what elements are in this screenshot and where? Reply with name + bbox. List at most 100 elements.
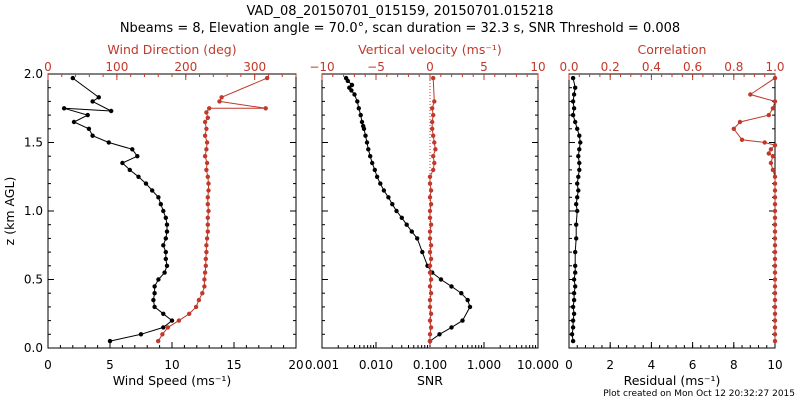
black-data-point — [569, 332, 575, 337]
black-data-point — [90, 99, 95, 104]
red-data-point — [165, 325, 171, 330]
top-x-axis-label: Wind Direction (deg) — [107, 42, 236, 57]
red-data-point — [204, 147, 209, 152]
red-data-point — [427, 215, 433, 220]
black-data-point — [372, 167, 377, 173]
red-data-point — [427, 284, 433, 289]
red-data-point — [428, 202, 434, 207]
black-data-point — [355, 99, 360, 104]
black-data-point — [349, 82, 355, 88]
red-data-point — [196, 297, 202, 303]
black-data-point — [359, 119, 365, 125]
top-x-tick-label: 0 — [426, 60, 434, 74]
red-data-point — [176, 318, 182, 323]
red-data-point — [205, 195, 210, 200]
red-data-point — [772, 99, 778, 104]
black-data-point — [374, 174, 380, 179]
red-data-point — [428, 256, 434, 262]
red-data-point — [772, 311, 778, 316]
black-data-point — [576, 174, 581, 179]
black-data-point — [578, 140, 583, 145]
black-data-point — [352, 92, 357, 97]
y-tick-label: 0.0 — [24, 341, 43, 355]
y-tick-label: 2.0 — [24, 67, 43, 81]
black-data-point — [575, 208, 580, 214]
red-data-point — [160, 332, 165, 337]
red-data-point — [428, 222, 434, 227]
black-data-point — [150, 188, 155, 193]
red-data-point — [768, 147, 774, 152]
y-tick-label: 1.0 — [24, 204, 43, 218]
top-x-tick-label: 0.4 — [642, 60, 661, 74]
black-data-point — [71, 119, 77, 125]
top-x-axis-label: Correlation — [638, 42, 707, 57]
black-data-point — [138, 332, 144, 337]
black-data-point — [156, 195, 161, 200]
black-data-point — [571, 92, 577, 97]
black-series-line — [345, 77, 471, 342]
red-data-point — [428, 291, 434, 296]
red-data-point — [427, 208, 433, 214]
top-x-tick-label: −10 — [309, 60, 334, 74]
black-data-point — [575, 181, 580, 186]
black-data-point — [143, 181, 149, 186]
red-data-point — [205, 222, 210, 227]
black-data-point — [570, 338, 576, 344]
red-data-point — [204, 249, 209, 255]
black-data-point — [415, 236, 420, 241]
x-tick-label: 5 — [106, 358, 114, 372]
black-data-point — [109, 108, 114, 114]
red-data-point — [263, 106, 268, 111]
red-data-point — [772, 249, 778, 255]
black-data-point — [368, 154, 373, 159]
y-tick-label: 1.5 — [24, 136, 43, 150]
red-series-line — [157, 77, 268, 342]
x-tick-label: 15 — [226, 358, 241, 372]
red-data-point — [205, 174, 210, 179]
red-data-point — [431, 154, 436, 159]
red-data-point — [430, 119, 435, 125]
black-data-point — [575, 195, 580, 200]
red-data-point — [428, 243, 434, 248]
black-data-point — [576, 188, 581, 193]
black-data-point — [356, 106, 361, 111]
top-x-tick-label: 5 — [480, 60, 488, 74]
black-data-point — [577, 167, 582, 173]
footer-timestamp: Plot created on Mon Oct 12 20:32:27 2015 — [603, 389, 795, 399]
black-data-point — [120, 160, 125, 166]
red-data-point — [427, 195, 433, 200]
top-x-tick-label: 100 — [105, 60, 128, 74]
red-data-point — [428, 311, 434, 316]
black-data-point — [570, 318, 576, 323]
black-data-point — [366, 147, 371, 152]
red-data-point — [432, 140, 437, 145]
black-data-point — [162, 270, 167, 275]
red-data-point — [204, 236, 210, 241]
black-data-point — [169, 318, 175, 323]
red-data-point — [204, 160, 210, 166]
black-data-point — [404, 222, 409, 227]
black-data-point — [358, 112, 363, 118]
black-data-point — [573, 270, 578, 275]
black-data-point — [574, 236, 579, 241]
red-data-point — [205, 229, 210, 234]
top-x-tick-label: 300 — [243, 60, 266, 74]
black-data-point — [347, 85, 352, 90]
top-x-tick-label: 1.0 — [765, 60, 784, 74]
black-data-point — [570, 99, 576, 104]
black-data-point — [158, 202, 163, 207]
red-data-point — [202, 133, 208, 138]
red-data-point — [204, 243, 209, 248]
red-data-point — [772, 318, 778, 323]
plot-frame — [568, 73, 776, 349]
red-data-point — [204, 110, 209, 115]
black-data-point — [576, 154, 581, 159]
red-data-point — [772, 284, 778, 289]
black-data-point — [570, 304, 576, 310]
red-data-point — [187, 311, 192, 316]
red-data-point — [737, 119, 743, 125]
red-data-point — [427, 304, 433, 310]
black-data-point — [409, 229, 414, 234]
black-data-point — [163, 249, 168, 255]
